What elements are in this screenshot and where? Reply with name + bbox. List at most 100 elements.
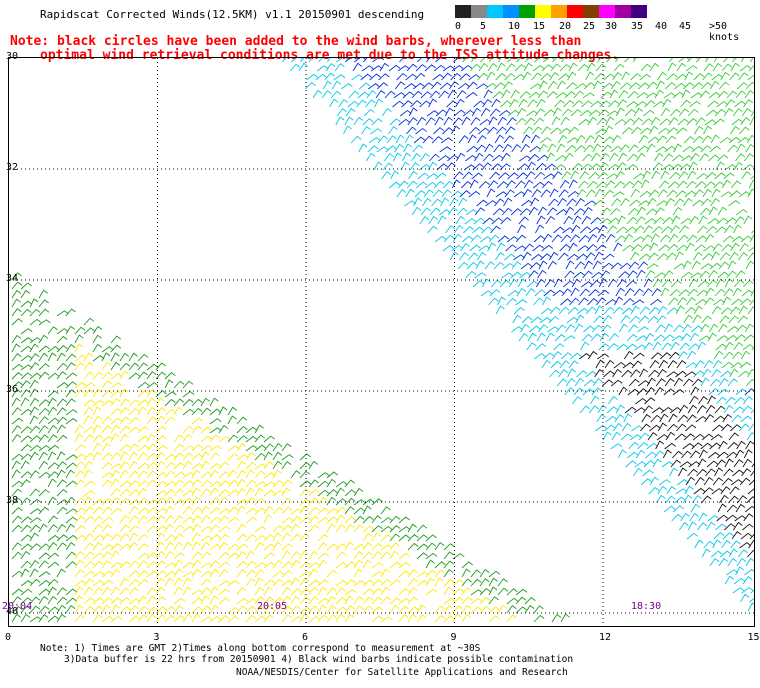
wind-barb [458, 252, 469, 261]
wind-barb [101, 400, 114, 407]
wind-barb [516, 58, 527, 63]
wind-barb [272, 579, 284, 587]
wind-barb [20, 479, 31, 488]
wind-barb [638, 200, 651, 207]
wind-barb [101, 587, 112, 596]
wind-barb [92, 355, 105, 362]
wind-barb [532, 244, 544, 252]
wind-barb [452, 579, 464, 587]
wind-barb [398, 552, 411, 560]
wind-barb [56, 434, 68, 443]
wind-barb [209, 507, 221, 515]
wind-barb [47, 496, 57, 506]
wind-barb [326, 595, 337, 605]
wind-barb [658, 244, 670, 252]
wind-barb [526, 161, 536, 171]
wind-barb [11, 417, 24, 425]
wind-barb [445, 225, 456, 234]
wind-barb [335, 551, 347, 560]
wind-barb [703, 476, 714, 486]
wind-barb [493, 82, 506, 90]
wind-barb [724, 523, 736, 531]
wind-barb [526, 280, 539, 288]
wind-barb [644, 100, 656, 108]
wind-barb [640, 243, 652, 252]
wind-barb [20, 372, 32, 380]
wind-barb [660, 107, 671, 117]
wind-barb [622, 422, 632, 432]
wind-barb [20, 605, 32, 614]
wind-barb [398, 562, 411, 569]
wind-barb [20, 380, 31, 389]
wind-barb [732, 469, 744, 477]
wind-barb [316, 65, 329, 72]
wind-barb [326, 569, 338, 578]
wind-barb [146, 470, 157, 479]
wind-barb [101, 436, 114, 443]
wind-barb [671, 513, 683, 522]
wind-barb [511, 261, 522, 270]
wind-barb [667, 243, 679, 252]
wind-barb [128, 489, 140, 497]
wind-barb [335, 543, 347, 551]
wind-barb [353, 568, 363, 578]
wind-barb [555, 92, 568, 99]
wind-barb [579, 109, 592, 117]
wind-barb [552, 289, 565, 297]
wind-barb [218, 597, 230, 605]
wind-barb [56, 534, 68, 542]
wind-barb [164, 515, 175, 524]
wind-barb [415, 64, 427, 72]
wind-barb [705, 287, 715, 297]
wind-barb [718, 323, 728, 333]
wind-barb [721, 244, 733, 252]
wind-barb [101, 570, 114, 578]
wind-barb [371, 542, 383, 551]
wind-barb [622, 244, 635, 252]
wind-barb [101, 597, 113, 605]
wind-barb [11, 272, 22, 281]
wind-barb [146, 397, 156, 407]
wind-barb [709, 558, 720, 567]
wind-barb [353, 515, 365, 524]
wind-barb [164, 391, 177, 398]
wind-barb [137, 399, 149, 407]
wind-barb [599, 218, 612, 225]
wind-barb [74, 326, 86, 335]
wind-barb [696, 405, 707, 414]
wind-barb [708, 154, 720, 162]
wind-barb [719, 494, 729, 504]
wind-barb [738, 305, 748, 315]
wind-barb [713, 350, 724, 360]
wind-barb [146, 586, 157, 596]
wind-barb [290, 559, 301, 569]
wind-barb [173, 380, 185, 389]
wind-barb [353, 499, 366, 506]
wind-barb [593, 134, 603, 144]
wind-barb [29, 308, 41, 317]
wind-barb [705, 172, 717, 180]
wind-barb [47, 478, 57, 488]
wind-barb [83, 389, 94, 398]
wind-barb [534, 289, 546, 297]
wind-barb [551, 234, 563, 243]
wind-barb [119, 543, 132, 551]
wind-barb [74, 470, 85, 479]
wind-barb [736, 143, 746, 153]
wind-barb [734, 216, 745, 225]
wind-barb [741, 170, 752, 180]
wind-barb [20, 408, 33, 416]
wind-barb [101, 517, 114, 524]
legend-labels: 0 5 10 15 20 25 30 35 40 45 >50 knots [455, 21, 755, 43]
wind-barb [640, 63, 652, 72]
wind-barb [146, 452, 158, 461]
wind-barb [595, 244, 607, 252]
wind-barb [56, 424, 66, 434]
wind-barb [715, 278, 725, 288]
wind-barb [615, 58, 619, 63]
wind-barb [712, 359, 723, 369]
wind-barb [56, 371, 67, 380]
wind-barb [739, 65, 752, 72]
wind-barb [423, 189, 434, 198]
wind-barb [595, 63, 607, 72]
